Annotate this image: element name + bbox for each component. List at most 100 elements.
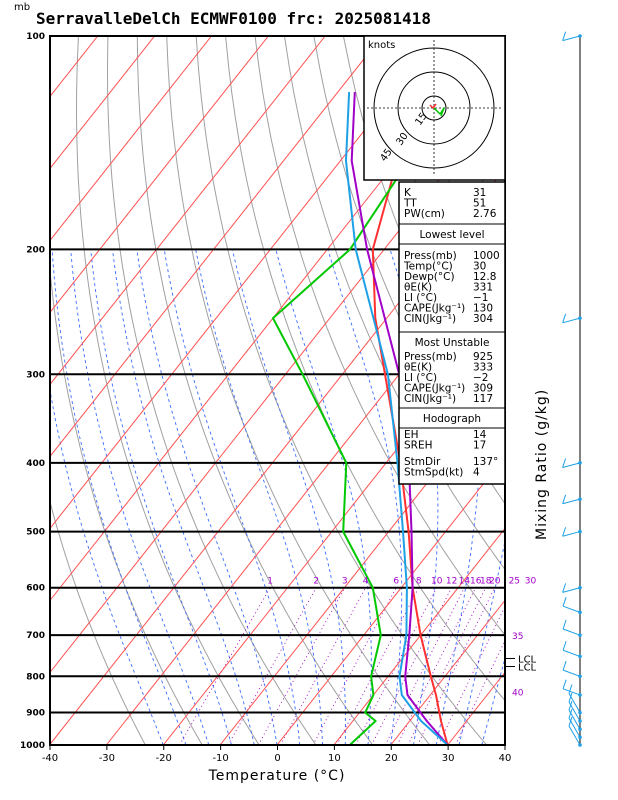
x-tick-label: 30 [442,753,455,764]
dry-adiabat [549,36,618,745]
mixing-ratio-label: 2 [313,577,319,587]
dry-adiabat [107,36,317,745]
x-tick-label: -40 [42,753,58,764]
wind-barb [562,498,581,505]
wind-barb [562,462,581,469]
pressure-unit-label: mb [14,2,31,13]
lowest-label: CIN(Jkg⁻¹) [404,313,456,325]
lowest-label: Dewp(°C) [404,271,455,283]
isotherm [50,167,505,745]
dry-adiabat [284,36,505,571]
wind-barb-feather [562,494,567,504]
pressure-tick-label: 500 [26,528,45,538]
hodograph-trace-green [433,107,445,117]
mixing-ratio-label: 8 [416,577,422,587]
dry-adiabat [76,36,260,745]
lcl-label: LCL [518,654,537,665]
right-axis-label: Mixing Ratio (g/kg) [534,389,550,540]
wind-barb [562,317,581,324]
index-table-frame [398,181,506,485]
pressure-tick-label: 600 [26,584,45,594]
dry-adiabat [50,265,203,745]
moist-adiabat [163,249,301,745]
pressure-tick-label: 800 [26,672,45,682]
wind-barb-feather [568,692,573,703]
moist-adiabat [51,249,187,745]
temperature-profile [371,36,452,745]
wind-barb-feather [562,679,567,689]
moist-adiabat [231,249,346,745]
isotherm [390,599,505,745]
hodo-label: SREH [404,440,433,452]
wind-barb-feather [568,700,573,711]
unstable-value: −2 [473,372,488,384]
unstable-label: CIN(Jkg⁻¹) [404,393,456,405]
dry-adiabat [490,36,505,79]
hodo-value: 14 [473,429,487,441]
lowest-value: 1000 [473,250,500,262]
pressure-tick-label: 100 [26,32,45,42]
unstable-value: 333 [473,362,493,374]
isotherm [276,455,505,745]
pressure-tick-label: 900 [26,709,45,719]
index-value: 51 [473,198,486,210]
mixing-ratio-line [257,587,346,745]
stability-index-table: K 31 TT 51 PW(cm) 2.76 Lowest level Press(mb) 10… [398,181,506,485]
mixing-ratio-label: 30 [525,577,537,587]
wind-barb [568,709,581,730]
hodograph-title: Hodograph [423,413,481,425]
x-tick-label: -10 [212,753,228,764]
lowest-level-title: Lowest level [419,229,484,241]
isotherm [105,239,505,745]
theta-e-label: 35 [512,632,523,642]
pressure-tick-label: 1000 [20,741,45,751]
isotherm [50,36,212,242]
wind-barb-feather [562,31,567,41]
chart-title: SerravalleDelCh ECMWF0100 frc: 202508141… [36,9,431,28]
wind-barb-feather [562,313,567,323]
unstable-label: θE(K) [404,362,432,374]
wind-barb-feather [562,583,567,593]
mixing-ratio-line [179,587,271,745]
mixing-ratio-line [336,587,420,745]
theta-e-label: 40 [512,688,524,698]
index-label: K [404,187,412,199]
lowest-value: −1 [473,292,488,304]
wind-barb [562,649,581,657]
dry-adiabat [50,499,146,745]
mixing-ratio-label: 20 [489,577,501,587]
wind-barb [562,587,581,593]
mixing-ratio-line [227,587,317,745]
wind-barb [562,628,581,636]
lowest-value: 331 [473,282,493,294]
wind-barb-feather [562,641,567,651]
x-tick-label: 40 [499,753,512,764]
isotherm [50,36,99,98]
dry-adiabat [254,36,505,636]
lowest-value: 130 [473,303,493,315]
lowest-value: 304 [473,313,493,325]
mixing-ratio-label: 3 [342,577,348,587]
pressure-tick-label: 300 [26,370,45,380]
wind-barb [562,531,581,537]
lowest-label: Press(mb) [404,250,457,262]
index-value: 2.76 [473,208,497,220]
moist-adiabat [112,249,255,745]
pressure-tick-label: 400 [26,459,45,469]
x-tick-label: 20 [385,753,398,764]
dry-adiabat [225,36,505,702]
wind-barb-feather [562,597,567,607]
lowest-label: CAPE(Jkg⁻¹) [404,303,465,315]
mixing-ratio-label: 25 [509,577,520,587]
hodo-label: StmSpd(kt) [404,467,463,479]
mixing-ratio-label: 10 [431,577,443,587]
mixing-ratio-label: 18 [480,577,492,587]
virtual-profile [345,92,449,745]
mixing-ratio-line [312,587,397,745]
moist-adiabat [50,387,164,745]
lowest-label: θE(K) [404,282,432,294]
isotherm [333,527,505,745]
isotherm [50,36,326,386]
x-tick-label: 10 [328,753,341,764]
